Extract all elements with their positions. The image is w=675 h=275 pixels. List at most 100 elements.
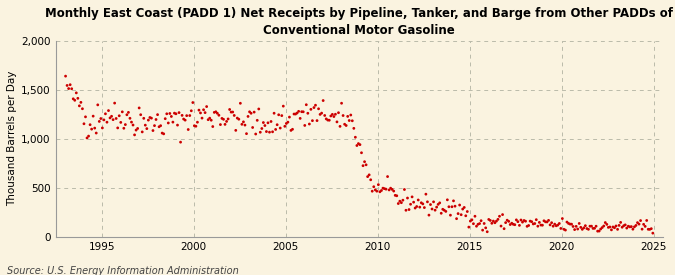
Point (200, 111, 211, 115)
Point (111, 116, 122, 121)
Point (310, 103, 321, 108)
Point (182, 113, 192, 118)
Point (301, 103, 312, 107)
Point (471, 224, 482, 229)
Point (198, 108, 209, 112)
Point (225, 110, 236, 114)
Point (109, 101, 120, 105)
Point (520, 219, 531, 223)
Point (423, 213, 434, 217)
Point (100, 112, 111, 116)
Point (159, 132, 169, 136)
Point (131, 128, 142, 132)
Point (594, 229, 605, 233)
Point (321, 117, 331, 121)
Point (307, 119, 318, 123)
Point (325, 114, 336, 118)
Point (227, 110, 238, 114)
Point (135, 112, 146, 117)
Point (367, 189, 377, 193)
Point (628, 227, 639, 231)
Point (600, 220, 611, 225)
Point (385, 186, 396, 190)
Point (560, 228, 571, 232)
Point (552, 223, 563, 227)
Point (108, 117, 119, 122)
Point (144, 115, 155, 120)
Point (360, 163, 371, 167)
Point (442, 198, 453, 202)
Point (440, 209, 451, 214)
Point (488, 219, 499, 223)
Point (71, 91, 82, 95)
Point (190, 124, 201, 128)
Point (387, 187, 398, 192)
Point (629, 225, 640, 229)
Point (188, 100, 198, 105)
Point (132, 126, 143, 131)
Point (572, 227, 583, 231)
Point (103, 108, 114, 113)
Point (580, 224, 591, 228)
Point (356, 151, 367, 155)
Point (246, 111, 256, 116)
Point (259, 123, 270, 128)
Point (394, 199, 405, 204)
Point (240, 123, 250, 127)
Point (224, 107, 235, 112)
Point (281, 121, 292, 126)
Point (242, 114, 253, 119)
Point (371, 189, 382, 193)
Point (151, 117, 161, 122)
Point (128, 123, 138, 127)
Point (176, 140, 186, 144)
Point (140, 123, 151, 127)
Point (447, 205, 458, 209)
Point (615, 220, 626, 225)
Point (451, 216, 462, 221)
Point (177, 113, 188, 118)
Point (430, 208, 441, 212)
Point (586, 224, 597, 228)
Point (581, 226, 592, 231)
Point (340, 122, 350, 127)
Point (60, 74, 71, 78)
Point (293, 109, 304, 114)
Point (425, 202, 436, 207)
Point (148, 128, 159, 133)
Point (365, 178, 376, 182)
Point (347, 119, 358, 123)
Point (551, 224, 562, 228)
Point (196, 116, 207, 120)
Point (211, 109, 221, 114)
Point (89, 126, 100, 130)
Point (575, 225, 586, 230)
Point (138, 116, 149, 120)
Point (641, 218, 652, 223)
Point (189, 123, 200, 128)
Point (359, 160, 370, 164)
Point (623, 224, 634, 229)
Point (195, 111, 206, 115)
Point (290, 112, 301, 116)
Point (348, 126, 359, 131)
Point (369, 185, 379, 189)
Point (126, 120, 137, 124)
Point (82, 136, 92, 140)
Point (78, 122, 89, 126)
Point (234, 117, 244, 121)
Point (448, 199, 459, 203)
Point (614, 223, 624, 228)
Point (236, 122, 247, 127)
Point (279, 124, 290, 128)
Point (76, 100, 86, 104)
Point (396, 200, 407, 205)
Point (313, 107, 324, 111)
Point (99, 118, 109, 122)
Point (439, 208, 450, 213)
Point (529, 221, 540, 226)
Point (269, 111, 279, 116)
Point (556, 226, 566, 231)
Point (419, 205, 430, 210)
Point (92, 103, 103, 107)
